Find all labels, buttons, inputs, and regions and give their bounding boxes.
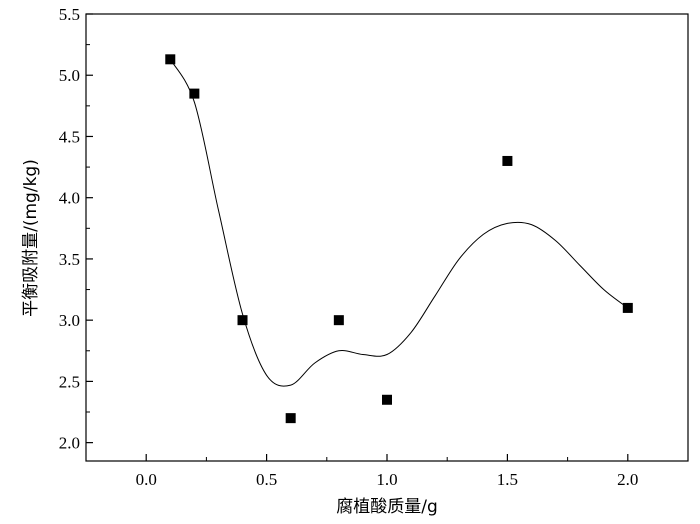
x-tick-label: 1.5 xyxy=(497,470,518,489)
data-point xyxy=(237,315,248,326)
data-point xyxy=(165,54,176,65)
data-point xyxy=(502,155,513,166)
y-tick-label: 5.0 xyxy=(59,66,80,85)
plot-frame xyxy=(85,13,689,462)
y-axis-title: 平衡吸附量/(mg/kg) xyxy=(21,159,41,317)
y-tick-label: 5.5 xyxy=(59,5,80,24)
data-point xyxy=(189,88,200,99)
data-point xyxy=(333,315,344,326)
x-tick-label: 2.0 xyxy=(617,470,638,489)
data-points xyxy=(165,54,633,424)
y-tick-label: 2.0 xyxy=(59,434,80,453)
x-axis-ticks: 0.0 0.5 1.0 1.5 2.0 xyxy=(85,454,689,489)
y-tick-label: 4.5 xyxy=(59,127,80,146)
x-tick-label: 0.5 xyxy=(256,470,277,489)
x-tick-label: 0.0 xyxy=(136,470,157,489)
data-point xyxy=(622,302,633,313)
x-axis-title: 腐植酸质量/g xyxy=(336,497,438,517)
fit-curve xyxy=(169,59,629,387)
x-tick-label: 1.0 xyxy=(376,470,397,489)
data-point xyxy=(382,394,392,405)
y-tick-label: 3.5 xyxy=(59,250,80,269)
y-axis-ticks: 2.0 2.5 3.0 3.5 4.0 4.5 5.0 5.5 xyxy=(59,5,93,453)
y-tick-label: 4.0 xyxy=(59,189,80,208)
y-tick-label: 2.5 xyxy=(59,372,80,391)
data-point xyxy=(285,413,296,424)
y-tick-label: 3.0 xyxy=(59,311,80,330)
